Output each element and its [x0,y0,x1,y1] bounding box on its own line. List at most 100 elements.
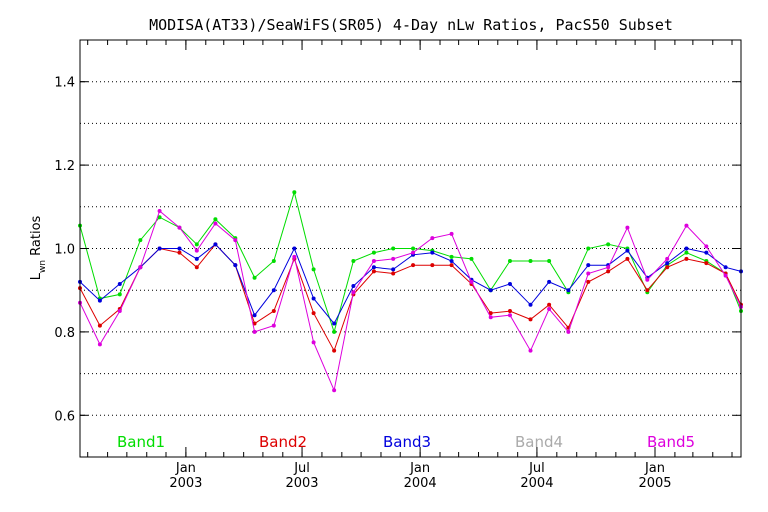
data-point [449,231,454,236]
data-point [528,348,533,353]
data-point [723,273,728,278]
data-point [271,288,276,293]
data-point [332,329,337,334]
data-point [332,388,337,393]
data-point [606,265,611,270]
data-point [351,259,356,264]
data-point [391,267,396,272]
data-point [391,246,396,251]
series-band5 [78,208,743,393]
data-point [488,311,493,316]
data-point [292,254,297,259]
data-point [194,248,199,253]
legend-entry-band4: Band4 [515,433,563,451]
data-point [213,242,218,247]
data-point [213,221,218,226]
data-point [97,342,102,347]
data-point [507,281,512,286]
data-point [547,279,552,284]
y-axis-label-rest: Ratios [29,215,44,260]
data-point [430,263,435,268]
data-point [411,246,416,251]
data-point [684,250,689,255]
data-point [547,259,552,264]
legend-entry-band5: Band5 [647,433,695,451]
data-point [488,315,493,320]
data-point [371,265,376,270]
data-point [645,288,650,293]
data-point [292,190,297,195]
data-point [371,269,376,274]
data-point [233,238,238,243]
data-point [566,288,571,293]
legend: Band1 Band2 Band3 Band4 Band5 [117,433,695,451]
data-point [547,302,552,307]
data-point [157,215,162,220]
x-tick-month: Jul [528,461,545,476]
data-point [547,306,552,311]
data-point [684,256,689,261]
data-point [351,290,356,295]
data-point [292,246,297,251]
data-point [528,259,533,264]
chart-title: MODISA(AT33)/SeaWiFS(SR05) 4-Day nLw Rat… [149,16,673,34]
data-point [528,302,533,307]
data-point [430,236,435,241]
x-tick-year: 2003 [285,476,318,491]
data-point [606,242,611,247]
y-tick-label: 1.4 [54,76,75,91]
legend-entry-band2: Band2 [259,433,307,451]
data-point [586,271,591,276]
data-point [469,279,474,284]
data-point [566,329,571,334]
x-tick-year: 2003 [169,476,202,491]
x-tick-year: 2005 [638,476,671,491]
data-point [194,256,199,261]
data-point [586,263,591,268]
plot-series [78,190,743,393]
data-point [391,271,396,276]
x-tick-year: 2004 [520,476,553,491]
data-point [411,250,416,255]
data-point [117,309,122,314]
data-point [97,323,102,328]
data-point [507,259,512,264]
y-axis-label-subscript: wn [38,260,48,273]
data-point [311,340,316,345]
data-point [606,269,611,274]
data-point [157,246,162,251]
y-tick-label: 1.2 [54,159,75,174]
data-point [665,256,670,261]
data-point [194,265,199,270]
data-point [430,250,435,255]
data-point [449,259,454,264]
x-tick-month: Jan [409,461,430,476]
data-point [625,225,630,230]
data-point [332,321,337,326]
y-tick-label: 0.8 [54,326,75,341]
data-point [704,250,709,255]
data-point [233,263,238,268]
data-point [194,242,199,247]
data-point [371,259,376,264]
series-band2 [78,242,743,353]
data-point [391,256,396,261]
series-line [79,243,742,325]
x-tick-month: Jan [175,461,196,476]
data-point [117,281,122,286]
data-point [507,309,512,314]
y-tick-label: 1.0 [54,243,75,258]
data-point [213,217,218,222]
data-point [271,323,276,328]
x-tick-month: Jul [293,461,310,476]
data-point [138,238,143,243]
y-tick-label: 0.6 [54,409,75,424]
data-point [586,246,591,251]
data-point [311,311,316,316]
data-point [252,329,257,334]
data-point [723,265,728,270]
data-point [311,296,316,301]
data-point [97,298,102,303]
data-point [625,248,630,253]
